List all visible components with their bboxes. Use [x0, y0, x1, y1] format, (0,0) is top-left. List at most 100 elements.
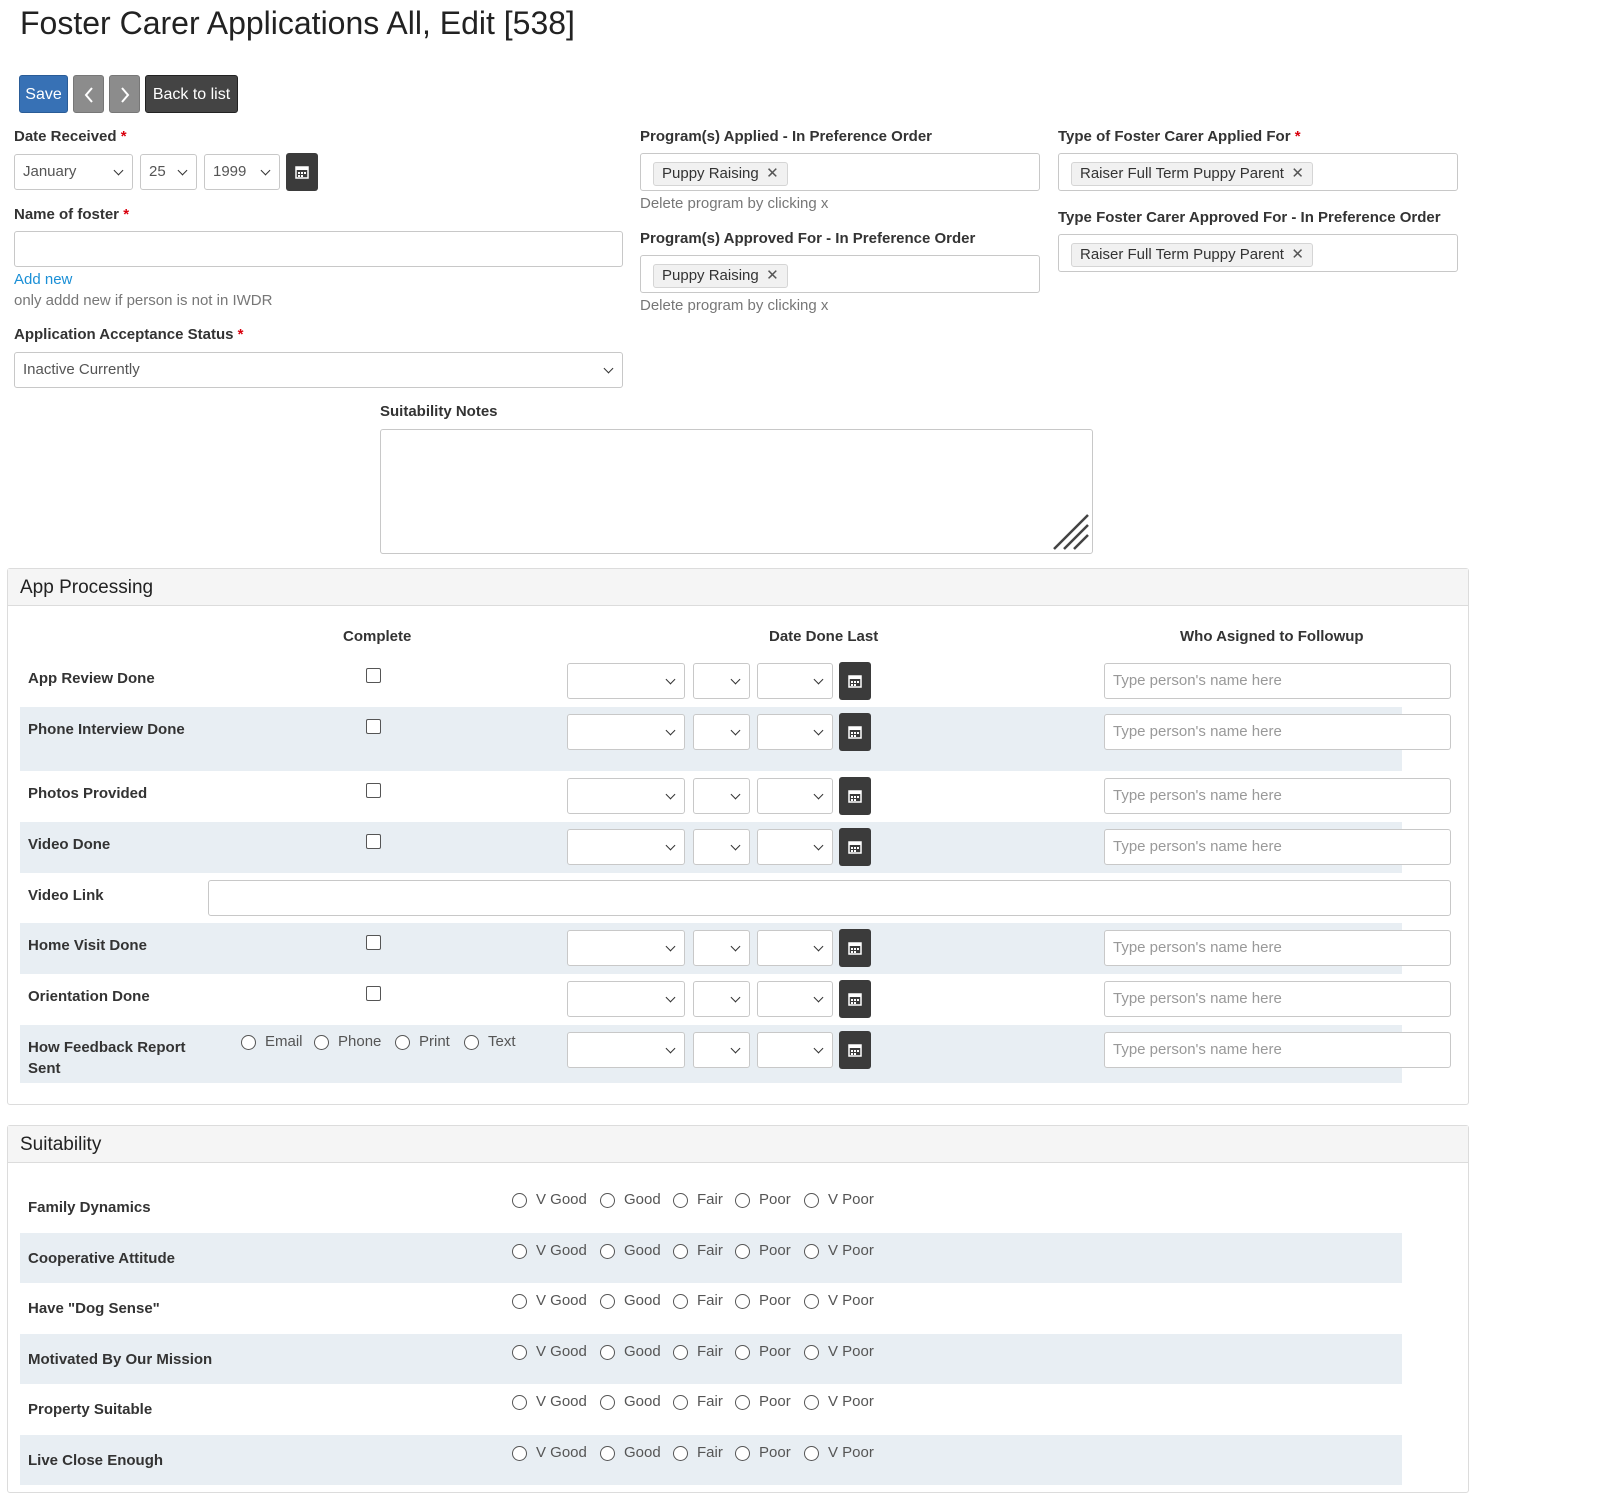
suitability-notes-textarea[interactable]: [380, 429, 1093, 554]
complete-checkbox[interactable]: [366, 935, 381, 950]
type-approved-field[interactable]: Raiser Full Term Puppy Parent ✕: [1058, 234, 1458, 272]
programs-applied-field[interactable]: Puppy Raising ✕: [640, 153, 1040, 191]
rating-radio[interactable]: [804, 1294, 819, 1309]
programs-approved-field[interactable]: Puppy Raising ✕: [640, 255, 1040, 293]
add-new-link[interactable]: Add new: [14, 271, 73, 288]
rating-radio[interactable]: [673, 1345, 688, 1360]
remove-tag-icon[interactable]: ✕: [766, 267, 779, 284]
followup-person-input[interactable]: Type person's name here: [1104, 981, 1451, 1017]
suitability-row-label: Family Dynamics: [28, 1199, 151, 1216]
rating-radio[interactable]: [804, 1193, 819, 1208]
date-done-month-select[interactable]: [567, 663, 685, 699]
date-done-calendar-button[interactable]: [839, 929, 871, 967]
date-done-year-select[interactable]: [757, 1032, 833, 1068]
save-button[interactable]: Save: [19, 75, 68, 113]
rating-radio[interactable]: [804, 1345, 819, 1360]
rating-radio[interactable]: [735, 1244, 750, 1259]
rating-radio[interactable]: [512, 1345, 527, 1360]
date-done-day-select[interactable]: [693, 1032, 750, 1068]
date-done-calendar-button[interactable]: [839, 980, 871, 1018]
date-done-day-select[interactable]: [693, 829, 750, 865]
date-done-month-select[interactable]: [567, 778, 685, 814]
date-done-calendar-button[interactable]: [839, 713, 871, 751]
rating-radio[interactable]: [735, 1294, 750, 1309]
rating-radio[interactable]: [512, 1395, 527, 1410]
followup-person-input[interactable]: Type person's name here: [1104, 930, 1451, 966]
rating-radio[interactable]: [600, 1244, 615, 1259]
date-done-day-select[interactable]: [693, 663, 750, 699]
rating-radio[interactable]: [673, 1395, 688, 1410]
rating-radio[interactable]: [512, 1446, 527, 1461]
date-done-day-select[interactable]: [693, 981, 750, 1017]
feedback-email-radio[interactable]: [241, 1035, 256, 1050]
rating-radio[interactable]: [735, 1193, 750, 1208]
rating-radio[interactable]: [512, 1244, 527, 1259]
name-of-foster-input[interactable]: [14, 231, 623, 267]
rating-radio[interactable]: [735, 1345, 750, 1360]
followup-person-input[interactable]: Type person's name here: [1104, 778, 1451, 814]
next-record-button[interactable]: [109, 75, 140, 113]
date-done-calendar-button[interactable]: [839, 777, 871, 815]
date-received-month-select[interactable]: January: [14, 154, 133, 190]
remove-tag-icon[interactable]: ✕: [766, 165, 779, 182]
feedback-print-radio[interactable]: [395, 1035, 410, 1050]
acceptance-status-select[interactable]: Inactive Currently: [14, 352, 623, 388]
feedback-phone-radio[interactable]: [314, 1035, 329, 1050]
date-received-calendar-button[interactable]: [286, 153, 318, 191]
date-done-year-select[interactable]: [757, 930, 833, 966]
rating-radio[interactable]: [735, 1446, 750, 1461]
date-done-calendar-button[interactable]: [839, 828, 871, 866]
rating-radio[interactable]: [804, 1446, 819, 1461]
remove-tag-icon[interactable]: ✕: [1291, 246, 1304, 263]
rating-radio[interactable]: [673, 1244, 688, 1259]
date-done-calendar-button[interactable]: [839, 662, 871, 700]
date-received-year-select[interactable]: 1999: [204, 154, 280, 190]
rating-radio[interactable]: [735, 1395, 750, 1410]
previous-record-button[interactable]: [73, 75, 104, 113]
feedback-text-radio[interactable]: [464, 1035, 479, 1050]
rating-option-label: Poor: [759, 1393, 791, 1410]
date-done-month-select[interactable]: [567, 981, 685, 1017]
followup-person-input[interactable]: Type person's name here: [1104, 714, 1451, 750]
date-done-year-select[interactable]: [757, 778, 833, 814]
rating-radio[interactable]: [600, 1294, 615, 1309]
rating-radio[interactable]: [600, 1446, 615, 1461]
date-done-year-select[interactable]: [757, 663, 833, 699]
complete-checkbox[interactable]: [366, 834, 381, 849]
rating-radio[interactable]: [512, 1294, 527, 1309]
followup-person-input[interactable]: Type person's name here: [1104, 1032, 1451, 1068]
rating-radio[interactable]: [673, 1294, 688, 1309]
date-received-day-select[interactable]: 25: [140, 154, 197, 190]
followup-person-input[interactable]: Type person's name here: [1104, 829, 1451, 865]
date-done-year-select[interactable]: [757, 714, 833, 750]
date-done-month-select[interactable]: [567, 714, 685, 750]
date-done-month-select[interactable]: [567, 930, 685, 966]
complete-checkbox[interactable]: [366, 986, 381, 1001]
date-done-year-select[interactable]: [757, 829, 833, 865]
date-done-day-select[interactable]: [693, 714, 750, 750]
rating-radio[interactable]: [600, 1395, 615, 1410]
complete-checkbox[interactable]: [366, 783, 381, 798]
remove-tag-icon[interactable]: ✕: [1291, 165, 1304, 182]
rating-radio[interactable]: [804, 1244, 819, 1259]
back-to-list-button[interactable]: Back to list: [145, 75, 238, 113]
followup-person-input[interactable]: Type person's name here: [1104, 663, 1451, 699]
rating-radio[interactable]: [673, 1193, 688, 1208]
app-processing-row: Photos Provided: [20, 771, 1402, 822]
rating-radio[interactable]: [512, 1193, 527, 1208]
rating-radio[interactable]: [600, 1193, 615, 1208]
rating-radio[interactable]: [600, 1345, 615, 1360]
date-done-day-select[interactable]: [693, 778, 750, 814]
resize-handle-icon[interactable]: [1052, 513, 1090, 551]
video-link-input[interactable]: [208, 880, 1451, 916]
date-done-month-select[interactable]: [567, 1032, 685, 1068]
date-done-day-select[interactable]: [693, 930, 750, 966]
date-done-month-select[interactable]: [567, 829, 685, 865]
rating-radio[interactable]: [673, 1446, 688, 1461]
complete-checkbox[interactable]: [366, 668, 381, 683]
complete-checkbox[interactable]: [366, 719, 381, 734]
rating-radio[interactable]: [804, 1395, 819, 1410]
date-done-calendar-button[interactable]: [839, 1031, 871, 1069]
type-applied-field[interactable]: Raiser Full Term Puppy Parent ✕: [1058, 153, 1458, 191]
date-done-year-select[interactable]: [757, 981, 833, 1017]
